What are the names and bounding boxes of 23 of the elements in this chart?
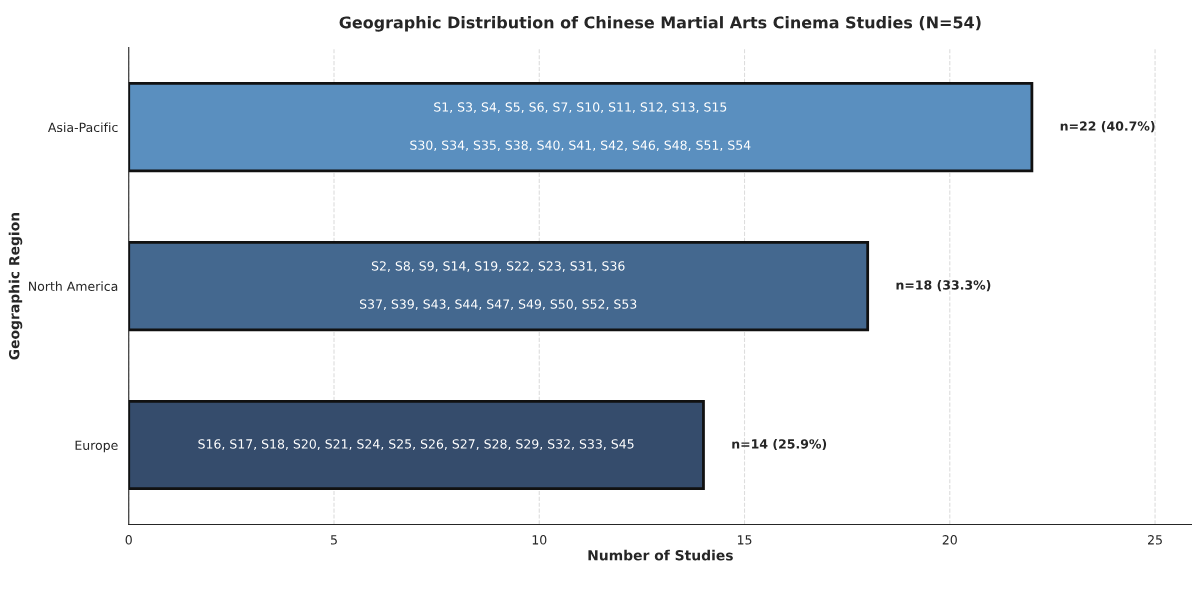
annotation: S2, S8, S9, S14, S19, S22, S23, S31, S36 [371, 261, 625, 272]
annotation: S1, S3, S4, S5, S6, S7, S10, S11, S12, S13, S15 [434, 102, 727, 113]
x-tick-label: 20 [942, 535, 957, 545]
annotation: S37, S39, S43, S44, S47, S49, S50, S52, S53 [359, 299, 637, 311]
bar [128, 240, 870, 332]
data-label: n=14 (25.9%) [732, 438, 827, 451]
y-tick-label: Asia-Pacific [47, 122, 118, 133]
x-tick-label: 5 [330, 535, 337, 545]
data-label: n=18 (33.3%) [896, 280, 991, 292]
x-tick-label: 15 [737, 535, 752, 545]
x-tick-label: 10 [532, 535, 547, 545]
x-axis-title: Number of Studies [588, 549, 733, 561]
bar [128, 82, 1034, 173]
x-tick-label: 0 [125, 535, 132, 545]
y-tick-label: North America [29, 281, 118, 292]
x-tick-label: 25 [1148, 535, 1162, 545]
chart-title: Geographic Distribution of Chinese Martial Arts Cinema Studies (N=54) [339, 16, 981, 32]
annotation: S16, S17, S18, S20, S21, S24, S25, S26, S27, S28, S29, S32, S33, S45 [198, 439, 634, 450]
bar [128, 399, 705, 491]
data-label: n=22 (40.7%) [1060, 121, 1155, 133]
y-tick-label: Europe [75, 440, 118, 453]
annotation: S30, S34, S35, S38, S40, S41, S42, S46, S48, S51, S54 [410, 140, 751, 152]
y-axis-title: Geographic Region [8, 212, 23, 360]
